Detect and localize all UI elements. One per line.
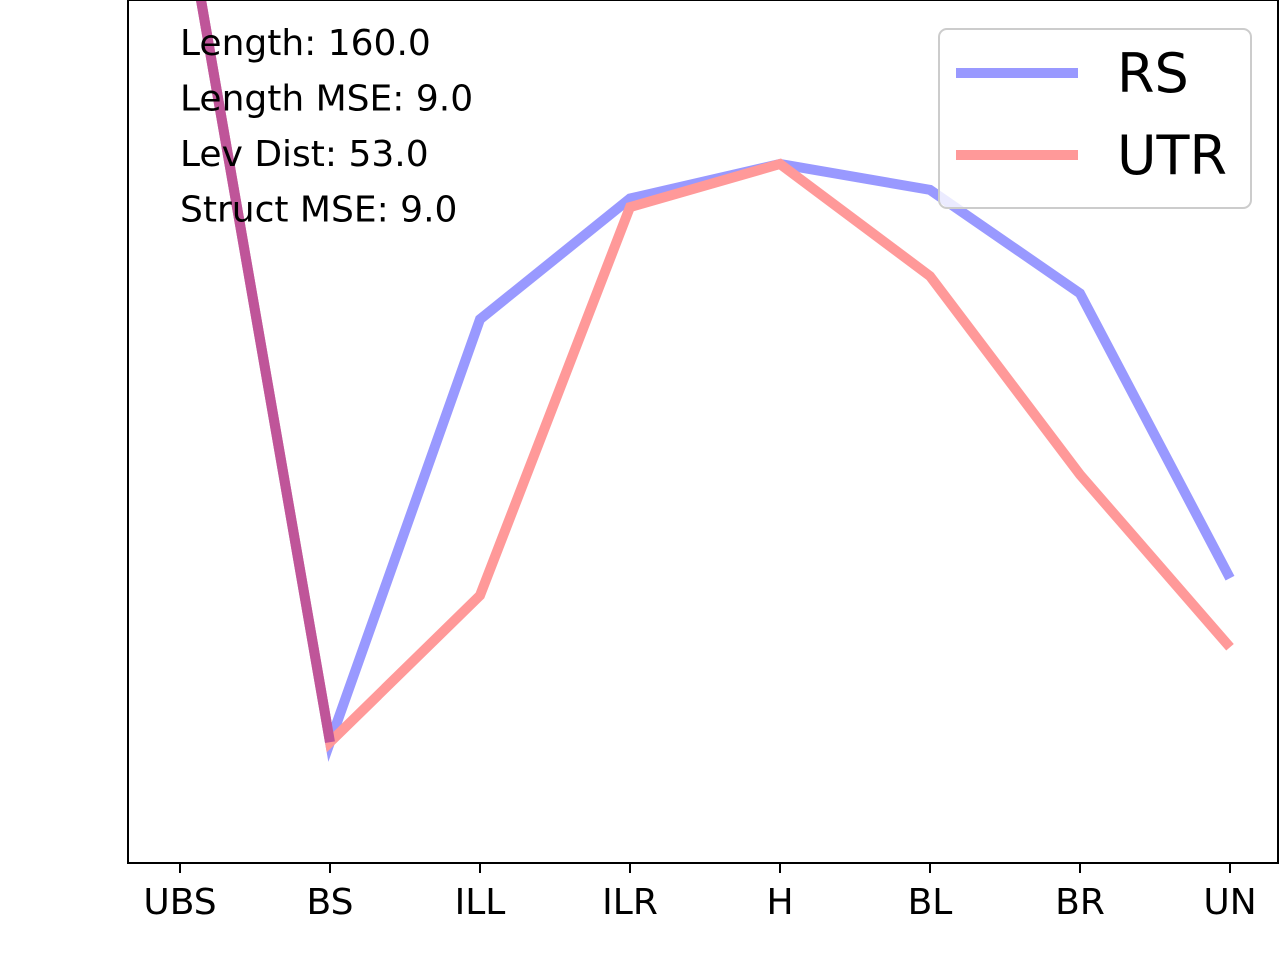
annotations: Length: 160.0 Length MSE: 9.0 Lev Dist: 53…: [180, 23, 473, 231]
axes: [127, 0, 1279, 864]
x-tick-label: BS: [307, 882, 354, 923]
legend: RS UTR: [938, 28, 1252, 209]
annotation-text: Struct MSE: 9.0: [180, 190, 457, 231]
x-axis-ticks: UBS BS ILL ILR H BL BR UN: [143, 863, 1257, 923]
annotation-text: Length MSE: 9.0: [180, 79, 473, 120]
x-tick-label: UN: [1203, 882, 1256, 923]
legend-label-utr: UTR: [1117, 124, 1227, 187]
series-overlap-segment: [195, 0, 335, 744]
annotation-text: Length: 160.0: [180, 23, 431, 64]
annotation-text: Lev Dist: 53.0: [180, 134, 429, 175]
series-layer: [195, 0, 1235, 762]
x-tick-label: BR: [1055, 882, 1105, 923]
x-tick-label: UBS: [143, 882, 216, 923]
x-tick-label: BL: [908, 882, 953, 923]
plot-frame: [127, 0, 1279, 864]
x-tick-label: H: [766, 882, 793, 923]
x-tick-label: ILL: [455, 882, 506, 923]
legend-label-rs: RS: [1117, 42, 1189, 105]
series-line-utr: [195, 0, 1234, 753]
x-tick-label: ILR: [602, 882, 658, 923]
